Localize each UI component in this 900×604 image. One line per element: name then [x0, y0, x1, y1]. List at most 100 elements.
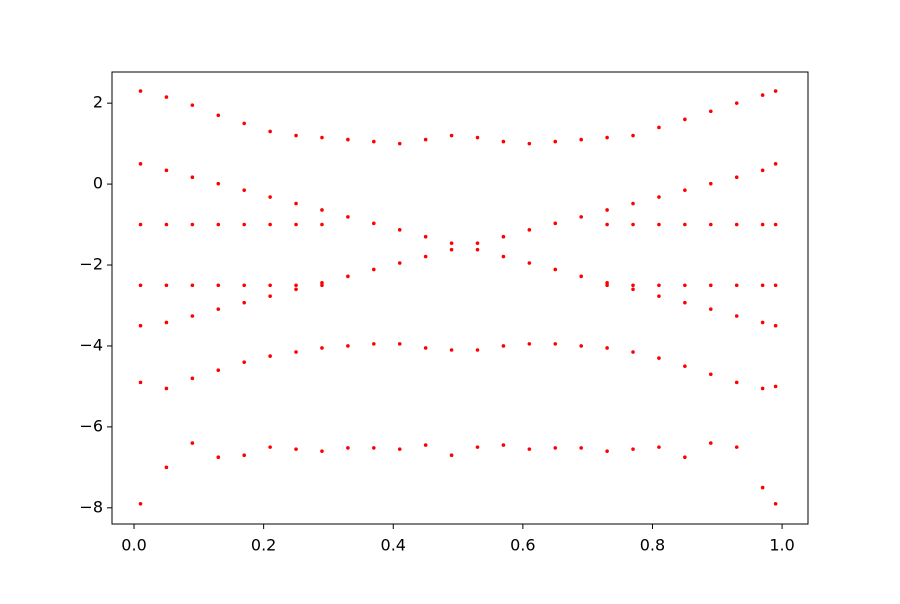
point: [579, 344, 583, 348]
point: [605, 135, 609, 140]
point: [346, 137, 350, 142]
y-tick-label: −6: [79, 416, 103, 435]
point: [657, 222, 661, 227]
point: [372, 267, 376, 272]
point: [216, 113, 221, 118]
point: [760, 283, 765, 288]
x-tick-label: 0.2: [251, 536, 276, 555]
point: [501, 254, 506, 259]
point: [683, 188, 687, 192]
point: [553, 446, 558, 450]
point: [449, 241, 454, 245]
point: [216, 368, 221, 373]
point: [475, 348, 480, 352]
point: [372, 446, 376, 450]
point: [397, 342, 402, 346]
point: [423, 137, 428, 142]
point: [605, 346, 609, 350]
point: [216, 181, 221, 186]
point: [734, 283, 739, 288]
point: [773, 162, 778, 166]
point: [164, 95, 169, 99]
point: [553, 139, 558, 144]
point: [242, 453, 247, 458]
point: [216, 222, 221, 227]
point: [657, 125, 661, 130]
point: [397, 228, 402, 232]
point: [423, 346, 428, 350]
point: [164, 168, 169, 173]
x-tick-label: 0.8: [640, 536, 665, 555]
y-tick-label: −4: [79, 335, 103, 354]
point: [683, 117, 687, 122]
point: [320, 346, 324, 350]
point: [397, 261, 402, 265]
point: [242, 283, 247, 288]
point: [708, 441, 713, 445]
point: [760, 485, 765, 490]
point: [683, 222, 687, 227]
point: [346, 274, 350, 279]
point: [760, 93, 765, 97]
point: [579, 446, 583, 450]
y-tick-label: −8: [79, 497, 103, 516]
point: [294, 201, 298, 206]
point: [346, 446, 350, 450]
point: [773, 89, 778, 93]
point: [734, 314, 739, 318]
point: [423, 443, 428, 447]
point: [423, 254, 428, 259]
point: [553, 267, 558, 272]
point: [138, 380, 143, 385]
point: [631, 283, 635, 288]
point: [657, 283, 661, 288]
point: [501, 139, 506, 144]
point: [190, 222, 195, 227]
point: [683, 300, 687, 305]
point: [138, 222, 143, 227]
point: [190, 314, 195, 318]
point: [164, 386, 169, 391]
y-tick-label: 0: [93, 174, 103, 193]
point: [190, 103, 195, 107]
x-tick-label: 0.4: [381, 536, 406, 555]
point: [294, 283, 298, 288]
point: [294, 447, 298, 451]
point: [294, 287, 298, 292]
point: [475, 445, 480, 449]
x-tick-label: 0.6: [510, 536, 535, 555]
point: [527, 342, 532, 346]
point: [346, 215, 350, 219]
point: [760, 168, 765, 173]
point: [553, 221, 558, 226]
point: [242, 121, 247, 126]
point: [449, 348, 454, 352]
point: [268, 283, 272, 288]
point: [320, 208, 324, 212]
point: [631, 133, 635, 138]
point: [294, 350, 298, 354]
point: [475, 241, 480, 245]
point: [657, 294, 661, 298]
x-tick-label: 0.0: [121, 536, 146, 555]
point: [734, 445, 739, 449]
plot-frame: [111, 71, 809, 525]
point: [605, 222, 609, 227]
point: [475, 247, 480, 252]
point: [773, 222, 778, 227]
point: [320, 449, 324, 453]
point: [164, 465, 169, 470]
point: [138, 283, 143, 288]
point: [242, 222, 247, 227]
point: [734, 380, 739, 385]
point: [734, 101, 739, 105]
point: [773, 283, 778, 288]
point: [708, 307, 713, 311]
point: [708, 181, 713, 186]
point: [501, 234, 506, 239]
point: [657, 356, 661, 360]
point: [760, 386, 765, 391]
point: [294, 222, 298, 227]
point: [397, 141, 402, 146]
